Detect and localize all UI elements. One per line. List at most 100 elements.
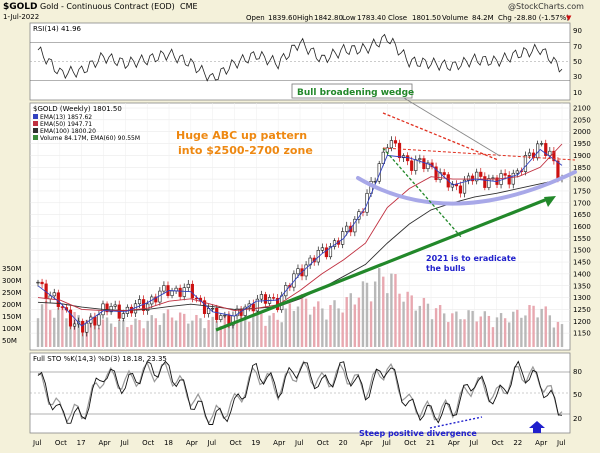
volume-bars [36,268,564,347]
legend-swatch [33,135,38,140]
legend-swatch [33,114,38,119]
volume-bar [300,294,304,347]
volume-bar [118,319,121,347]
price-tick: 2000 [573,128,591,136]
candle-body [202,300,207,314]
candle-body [263,294,268,304]
volume-bar [105,317,109,347]
volume-bar [304,298,308,347]
volume-bar [552,327,556,347]
volume-bar [215,320,218,347]
candle-body [105,303,109,313]
trendline-arrowhead-icon [544,196,556,207]
volume-bar [53,317,56,347]
volume-bar [382,276,385,347]
price-tick: 2050 [573,116,591,124]
bulls-annotation-line2: the bulls [426,264,466,273]
x-tick-label: 18 [164,439,173,447]
candle-body [426,162,430,170]
candle-body [511,172,515,185]
volume-bar [414,310,417,347]
close-label: Close [388,14,407,22]
volume-tick: 350M [2,265,21,273]
candle-body [72,323,77,327]
volume-bar [199,318,202,347]
bulls-annotation-line1: 2021 is to eradicate [426,254,517,263]
rsi-tick: 10 [573,89,582,97]
candle-body [219,315,223,320]
volume-bar [235,320,239,347]
volume-bar [528,305,531,347]
x-tick-label: Oct [142,439,154,447]
volume-bar [418,305,422,347]
candle-body [328,246,333,258]
volume-bar [57,307,60,347]
candle-body [527,152,532,156]
candle-body [466,175,471,181]
volume-bar [44,300,48,347]
volume-tick: 100M [2,325,21,333]
volume-bar [138,320,141,347]
volume-bar [317,301,320,347]
x-tick-label: 17 [77,439,86,447]
volume-bar [398,293,401,347]
volume-bar [101,319,105,347]
volume-bar [260,313,263,347]
candle-body [393,140,398,144]
sto-y-axis: 80 50 20 [573,368,582,423]
x-tick-label: 19 [251,439,260,447]
legend-swatch [33,128,38,133]
candle-body [81,320,85,333]
exchange-text: CME [180,2,198,11]
sto-plot [30,360,570,425]
volume-bar [191,320,194,347]
candle-body [48,295,52,300]
candle-body [97,314,101,326]
low-label: Low [342,14,356,22]
high-label: High [297,14,313,22]
volume-bar [272,313,275,347]
rsi-tick: 30 [573,73,582,81]
volume-bar [178,312,182,347]
candle-body [515,170,519,174]
price-tick: 1900 [573,152,591,160]
x-tick-label: Jul [207,439,217,447]
price-plot [36,136,564,337]
volume-bar [288,303,292,347]
candle-body [251,303,255,312]
date-text: 1-Jul-2022 [3,13,39,21]
volume-bar [540,308,543,347]
volume-bar [292,310,296,347]
volume-bar [252,315,255,347]
candle-body [544,143,548,156]
candle-body [182,287,186,297]
volume-y-axis: 350M 300M 250M 200M 150M 100M 50M [2,265,21,345]
volume-bar [422,297,426,347]
volume-bar [536,317,539,347]
volume-bar [487,315,491,347]
volume-tick: 250M [2,289,21,297]
x-tick-label: Jul [32,439,42,447]
x-tick-label: 22 [513,439,522,447]
volume-bar [170,317,174,347]
price-tick: 1700 [573,199,591,207]
annotation-title-box [291,83,413,99]
instrument-name: Gold - Continuous Contract (EOD) [40,2,175,11]
x-tick-label: Jul [294,439,304,447]
price-tick: 1250 [573,306,591,314]
candle-body [483,176,487,188]
volume-bar [89,315,93,347]
volume-bar [65,318,68,347]
price-grid [30,103,570,350]
volume-bar [284,308,287,347]
rsi-tick: 90 [573,27,582,35]
candle-body [162,285,166,292]
chg-label: Chg [498,14,512,22]
legend-item: EMA(50) 1947.71 [40,121,92,128]
rsi-line [37,33,563,82]
candle-body [381,151,385,164]
volume-bar [438,305,442,347]
candle-body [137,299,142,305]
wedge-upper-line [382,112,499,161]
candle-body [471,175,475,182]
